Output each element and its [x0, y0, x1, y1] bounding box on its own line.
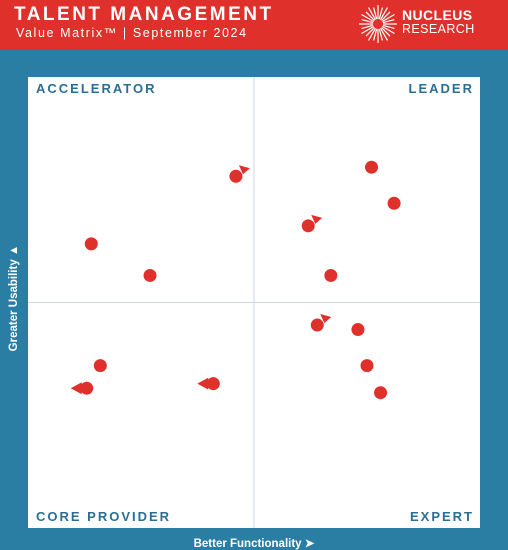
vendor-dot[interactable] [301, 219, 315, 233]
vendor-point[interactable] [229, 165, 250, 183]
vendor-dot[interactable] [365, 160, 379, 174]
vendor-dot[interactable] [360, 359, 374, 373]
momentum-arrow-icon [311, 214, 323, 224]
quadrant-area: ACCELERATOR LEADER CORE PROVIDER EXPERT [28, 77, 480, 528]
quadrant-label-expert: EXPERT [409, 509, 474, 524]
vendor-point[interactable] [143, 268, 157, 282]
vendor-dot[interactable] [374, 386, 388, 400]
vendor-point[interactable] [310, 314, 332, 332]
momentum-arrow-icon [238, 165, 250, 175]
vendor-point[interactable] [387, 196, 401, 210]
vendor-point[interactable] [324, 268, 338, 282]
vendor-dot[interactable] [351, 323, 365, 337]
page-title: TALENT MANAGEMENT [14, 4, 274, 25]
scatter-plot [28, 77, 480, 528]
vendor-dot[interactable] [93, 359, 107, 373]
vendor-dot[interactable] [80, 381, 94, 395]
vendor-point[interactable] [70, 381, 94, 395]
vendor-dot[interactable] [206, 377, 220, 391]
vendor-dot[interactable] [229, 169, 243, 183]
vendor-point[interactable] [365, 160, 379, 174]
momentum-arrow-icon [70, 382, 82, 395]
quadrant-label-accelerator: ACCELERATOR [36, 81, 157, 96]
y-axis-label: Greater Usability ▲ [8, 244, 20, 352]
momentum-arrow-icon [320, 314, 332, 324]
vendor-point[interactable] [93, 359, 107, 373]
vendor-dot[interactable] [387, 196, 401, 210]
vendor-point[interactable] [197, 377, 220, 391]
x-axis-label: Better Functionality ➤ [193, 538, 315, 550]
vendor-dot[interactable] [84, 237, 98, 251]
quadrant-label-core-provider: CORE PROVIDER [36, 509, 172, 524]
vendor-dot[interactable] [324, 268, 338, 282]
vendor-point[interactable] [351, 323, 365, 337]
vendor-point[interactable] [374, 386, 388, 400]
nucleus-logo-icon [359, 5, 397, 43]
vendor-point[interactable] [301, 214, 323, 233]
quadrant-label-leader: LEADER [408, 81, 474, 96]
brand-subname: RESEARCH [402, 22, 475, 36]
header-banner: TALENT MANAGEMENT Value Matrix™ | Septem… [0, 0, 508, 50]
vendor-dot[interactable] [143, 268, 157, 282]
vendor-dot[interactable] [310, 318, 324, 332]
page-subtitle: Value Matrix™ | September 2024 [16, 26, 248, 40]
momentum-arrow-icon [197, 377, 209, 390]
vendor-point[interactable] [84, 237, 98, 251]
brand-name: NUCLEUS [402, 7, 473, 23]
vendor-point[interactable] [360, 359, 374, 373]
